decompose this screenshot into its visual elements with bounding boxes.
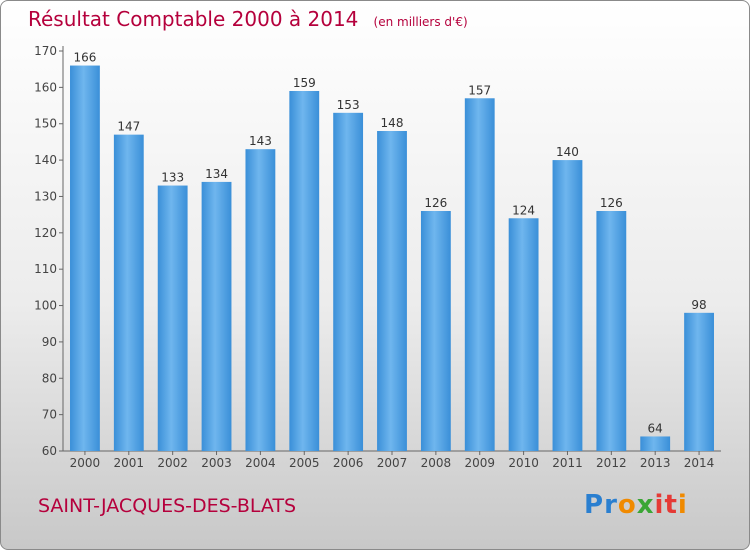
x-tick-label-2001: 2001 xyxy=(114,456,145,470)
data-label-2011: 140 xyxy=(556,145,579,159)
logo-letter: t xyxy=(664,490,678,520)
y-tick-label: 80 xyxy=(42,371,57,385)
logo-letter: r xyxy=(604,490,618,520)
chart-title: Résultat Comptable 2000 à 2014 xyxy=(28,7,359,31)
x-tick-label-2006: 2006 xyxy=(333,456,364,470)
x-tick-label-2012: 2012 xyxy=(596,456,627,470)
y-tick-label: 110 xyxy=(34,262,57,276)
data-label-2009: 157 xyxy=(468,83,491,97)
data-label-2013: 64 xyxy=(648,421,663,435)
chart-bars xyxy=(70,65,714,452)
data-label-2006: 153 xyxy=(337,98,360,112)
bar-2008 xyxy=(420,211,451,451)
data-label-2001: 147 xyxy=(117,120,140,134)
data-label-2014: 98 xyxy=(691,298,706,312)
x-tick-label-2005: 2005 xyxy=(289,456,320,470)
bar-2005 xyxy=(289,91,320,451)
x-tick-label-2009: 2009 xyxy=(464,456,495,470)
y-tick-label: 170 xyxy=(34,44,57,58)
bar-2000 xyxy=(70,65,100,451)
y-tick-label: 90 xyxy=(42,335,57,349)
bar-2009 xyxy=(464,98,495,451)
y-tick-label: 120 xyxy=(34,226,57,240)
x-tick-label-2011: 2011 xyxy=(552,456,583,470)
data-label-2000: 166 xyxy=(73,51,96,65)
bar-2006 xyxy=(333,112,364,452)
x-tick-label-2007: 2007 xyxy=(377,456,408,470)
data-label-2007: 148 xyxy=(381,116,404,130)
bar-2011 xyxy=(552,160,583,451)
logo-letter: o xyxy=(617,490,637,520)
data-label-2010: 124 xyxy=(512,203,535,217)
proxiti-logo: Proxiti xyxy=(584,490,688,520)
y-tick-label: 150 xyxy=(34,117,57,131)
chart-axes: 60 70 80 90 100 110 120 130 140 150 160 170 2000 2001… xyxy=(34,44,721,470)
x-tick-label-2013: 2013 xyxy=(640,456,671,470)
logo-letter: i xyxy=(654,490,665,520)
y-tick-label: 70 xyxy=(42,408,57,422)
y-tick-label: 100 xyxy=(34,299,57,313)
bar-2001 xyxy=(113,134,144,452)
x-tick-label-2008: 2008 xyxy=(421,456,452,470)
logo-letter: i xyxy=(677,490,688,520)
data-label-2008: 126 xyxy=(424,196,447,210)
y-tick-label: 140 xyxy=(34,153,57,167)
x-tick-label-2000: 2000 xyxy=(70,456,101,470)
place-name: SAINT-JACQUES-DES-BLATS xyxy=(38,495,297,517)
chart-data-labels: 166 147 133 134 143 159 153 148 126 157 124 140 126 6… xyxy=(73,51,706,436)
bar-2007 xyxy=(377,131,407,451)
bar-2013 xyxy=(640,436,671,451)
bar-2014 xyxy=(684,312,714,451)
chart-subtitle: (en milliers d'€) xyxy=(373,15,468,29)
bar-2002 xyxy=(157,185,188,451)
logo-letter: x xyxy=(636,490,655,520)
data-label-2002: 133 xyxy=(161,171,184,185)
bar-2012 xyxy=(596,211,627,451)
data-label-2005: 159 xyxy=(293,76,316,90)
x-tick-label-2003: 2003 xyxy=(201,456,232,470)
bar-2003 xyxy=(201,181,232,451)
data-label-2004: 143 xyxy=(249,134,272,148)
x-tick-label-2010: 2010 xyxy=(508,456,539,470)
logo-letter: P xyxy=(584,490,605,520)
x-tick-label-2002: 2002 xyxy=(157,456,188,470)
bar-2010 xyxy=(508,218,539,451)
x-tick-label-2004: 2004 xyxy=(245,456,276,470)
x-tick-label-2014: 2014 xyxy=(684,456,715,470)
bar-2004 xyxy=(245,149,276,451)
y-tick-label: 130 xyxy=(34,189,57,203)
data-label-2012: 126 xyxy=(600,196,623,210)
data-label-2003: 134 xyxy=(205,167,228,181)
y-tick-label: 60 xyxy=(42,444,57,458)
chart-title-block: Résultat Comptable 2000 à 2014 (en milli… xyxy=(28,7,468,31)
y-tick-label: 160 xyxy=(34,80,57,94)
